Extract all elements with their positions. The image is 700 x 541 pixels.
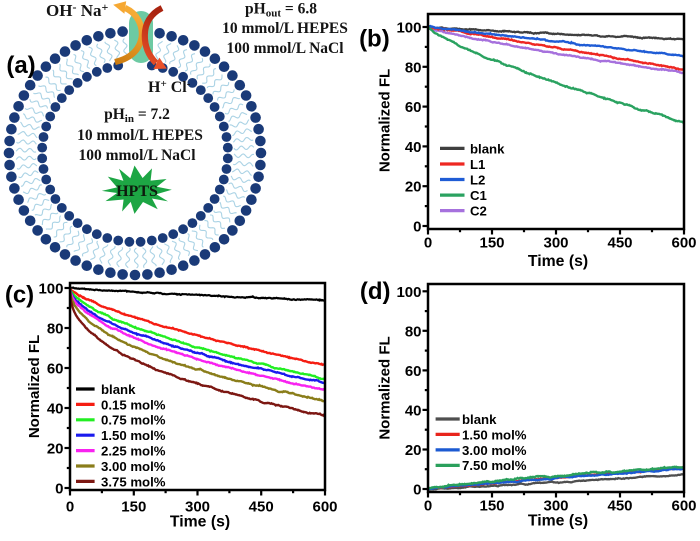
svg-text:Time (s): Time (s) (528, 513, 588, 530)
svg-text:10 mmol/L HEPES: 10 mmol/L HEPES (222, 20, 348, 37)
svg-text:0.15 mol%: 0.15 mol% (101, 397, 166, 412)
svg-text:100: 100 (396, 284, 421, 301)
svg-text:450: 450 (607, 235, 632, 252)
svg-text:100 mmol/L NaCl: 100 mmol/L NaCl (78, 147, 196, 164)
svg-text:600: 600 (312, 499, 337, 516)
svg-text:2.25 mol%: 2.25 mol% (101, 444, 166, 459)
svg-text:0: 0 (424, 498, 432, 515)
svg-text:80: 80 (405, 59, 422, 76)
svg-text:(b): (b) (359, 25, 390, 52)
svg-text:C2: C2 (470, 204, 487, 219)
svg-text:60: 60 (47, 361, 64, 378)
svg-text:450: 450 (607, 498, 632, 515)
svg-text:blank: blank (462, 412, 497, 427)
svg-text:100 mmol/L NaCl: 100 mmol/L NaCl (226, 40, 344, 57)
svg-text:blank: blank (101, 382, 136, 397)
svg-text:600: 600 (671, 235, 696, 252)
svg-text:20: 20 (47, 441, 64, 458)
svg-text:Time (s): Time (s) (170, 514, 230, 531)
svg-text:L1: L1 (470, 157, 485, 172)
svg-text:80: 80 (405, 323, 422, 340)
svg-text:450: 450 (249, 499, 274, 516)
svg-text:150: 150 (121, 499, 146, 516)
svg-text:20: 20 (405, 179, 422, 196)
svg-text:H+ Cl-: H+ Cl- (148, 78, 191, 96)
svg-text:1.50 mol%: 1.50 mol% (101, 428, 166, 443)
svg-text:HPTS: HPTS (116, 183, 158, 200)
svg-text:40: 40 (405, 139, 422, 156)
svg-text:C1: C1 (470, 188, 487, 203)
svg-text:Normalized FL: Normalized FL (26, 335, 43, 438)
svg-text:300: 300 (185, 499, 210, 516)
svg-text:Normalized FL: Normalized FL (377, 336, 394, 439)
svg-text:pHin = 7.2: pHin = 7.2 (104, 106, 170, 125)
svg-text:3.00 mol%: 3.00 mol% (101, 459, 166, 474)
svg-text:(d): (d) (360, 278, 391, 305)
svg-text:600: 600 (671, 498, 696, 515)
svg-text:0: 0 (413, 482, 421, 499)
svg-text:7.50 mol%: 7.50 mol% (462, 458, 527, 473)
svg-text:pHout = 6.8: pHout = 6.8 (245, 1, 317, 20)
svg-text:10 mmol/L HEPES: 10 mmol/L HEPES (77, 127, 203, 144)
svg-text:0: 0 (66, 499, 74, 516)
svg-text:3.75 mol%: 3.75 mol% (101, 474, 166, 489)
svg-text:0: 0 (424, 235, 432, 252)
svg-text:Time (s): Time (s) (528, 253, 588, 270)
svg-text:(a): (a) (6, 52, 35, 79)
svg-text:150: 150 (479, 498, 504, 515)
svg-text:(c): (c) (5, 281, 34, 308)
svg-text:Normalized FL: Normalized FL (377, 69, 394, 172)
svg-text:300: 300 (543, 235, 568, 252)
svg-text:60: 60 (405, 99, 422, 116)
svg-text:40: 40 (47, 401, 64, 418)
svg-text:100: 100 (38, 281, 63, 298)
svg-text:0.75 mol%: 0.75 mol% (101, 413, 166, 428)
svg-text:0: 0 (413, 219, 421, 236)
svg-text:100: 100 (396, 20, 421, 37)
svg-text:80: 80 (47, 321, 64, 338)
svg-text:OH- Na+: OH- Na+ (46, 0, 108, 20)
svg-text:60: 60 (405, 363, 422, 380)
svg-text:40: 40 (405, 402, 422, 419)
svg-text:blank: blank (470, 141, 505, 156)
svg-text:3.00 mol%: 3.00 mol% (462, 443, 527, 458)
svg-text:20: 20 (405, 442, 422, 459)
svg-text:L2: L2 (470, 172, 485, 187)
svg-text:1.50 mol%: 1.50 mol% (462, 427, 527, 442)
svg-text:300: 300 (543, 498, 568, 515)
svg-text:0: 0 (55, 481, 63, 498)
svg-text:150: 150 (479, 235, 504, 252)
